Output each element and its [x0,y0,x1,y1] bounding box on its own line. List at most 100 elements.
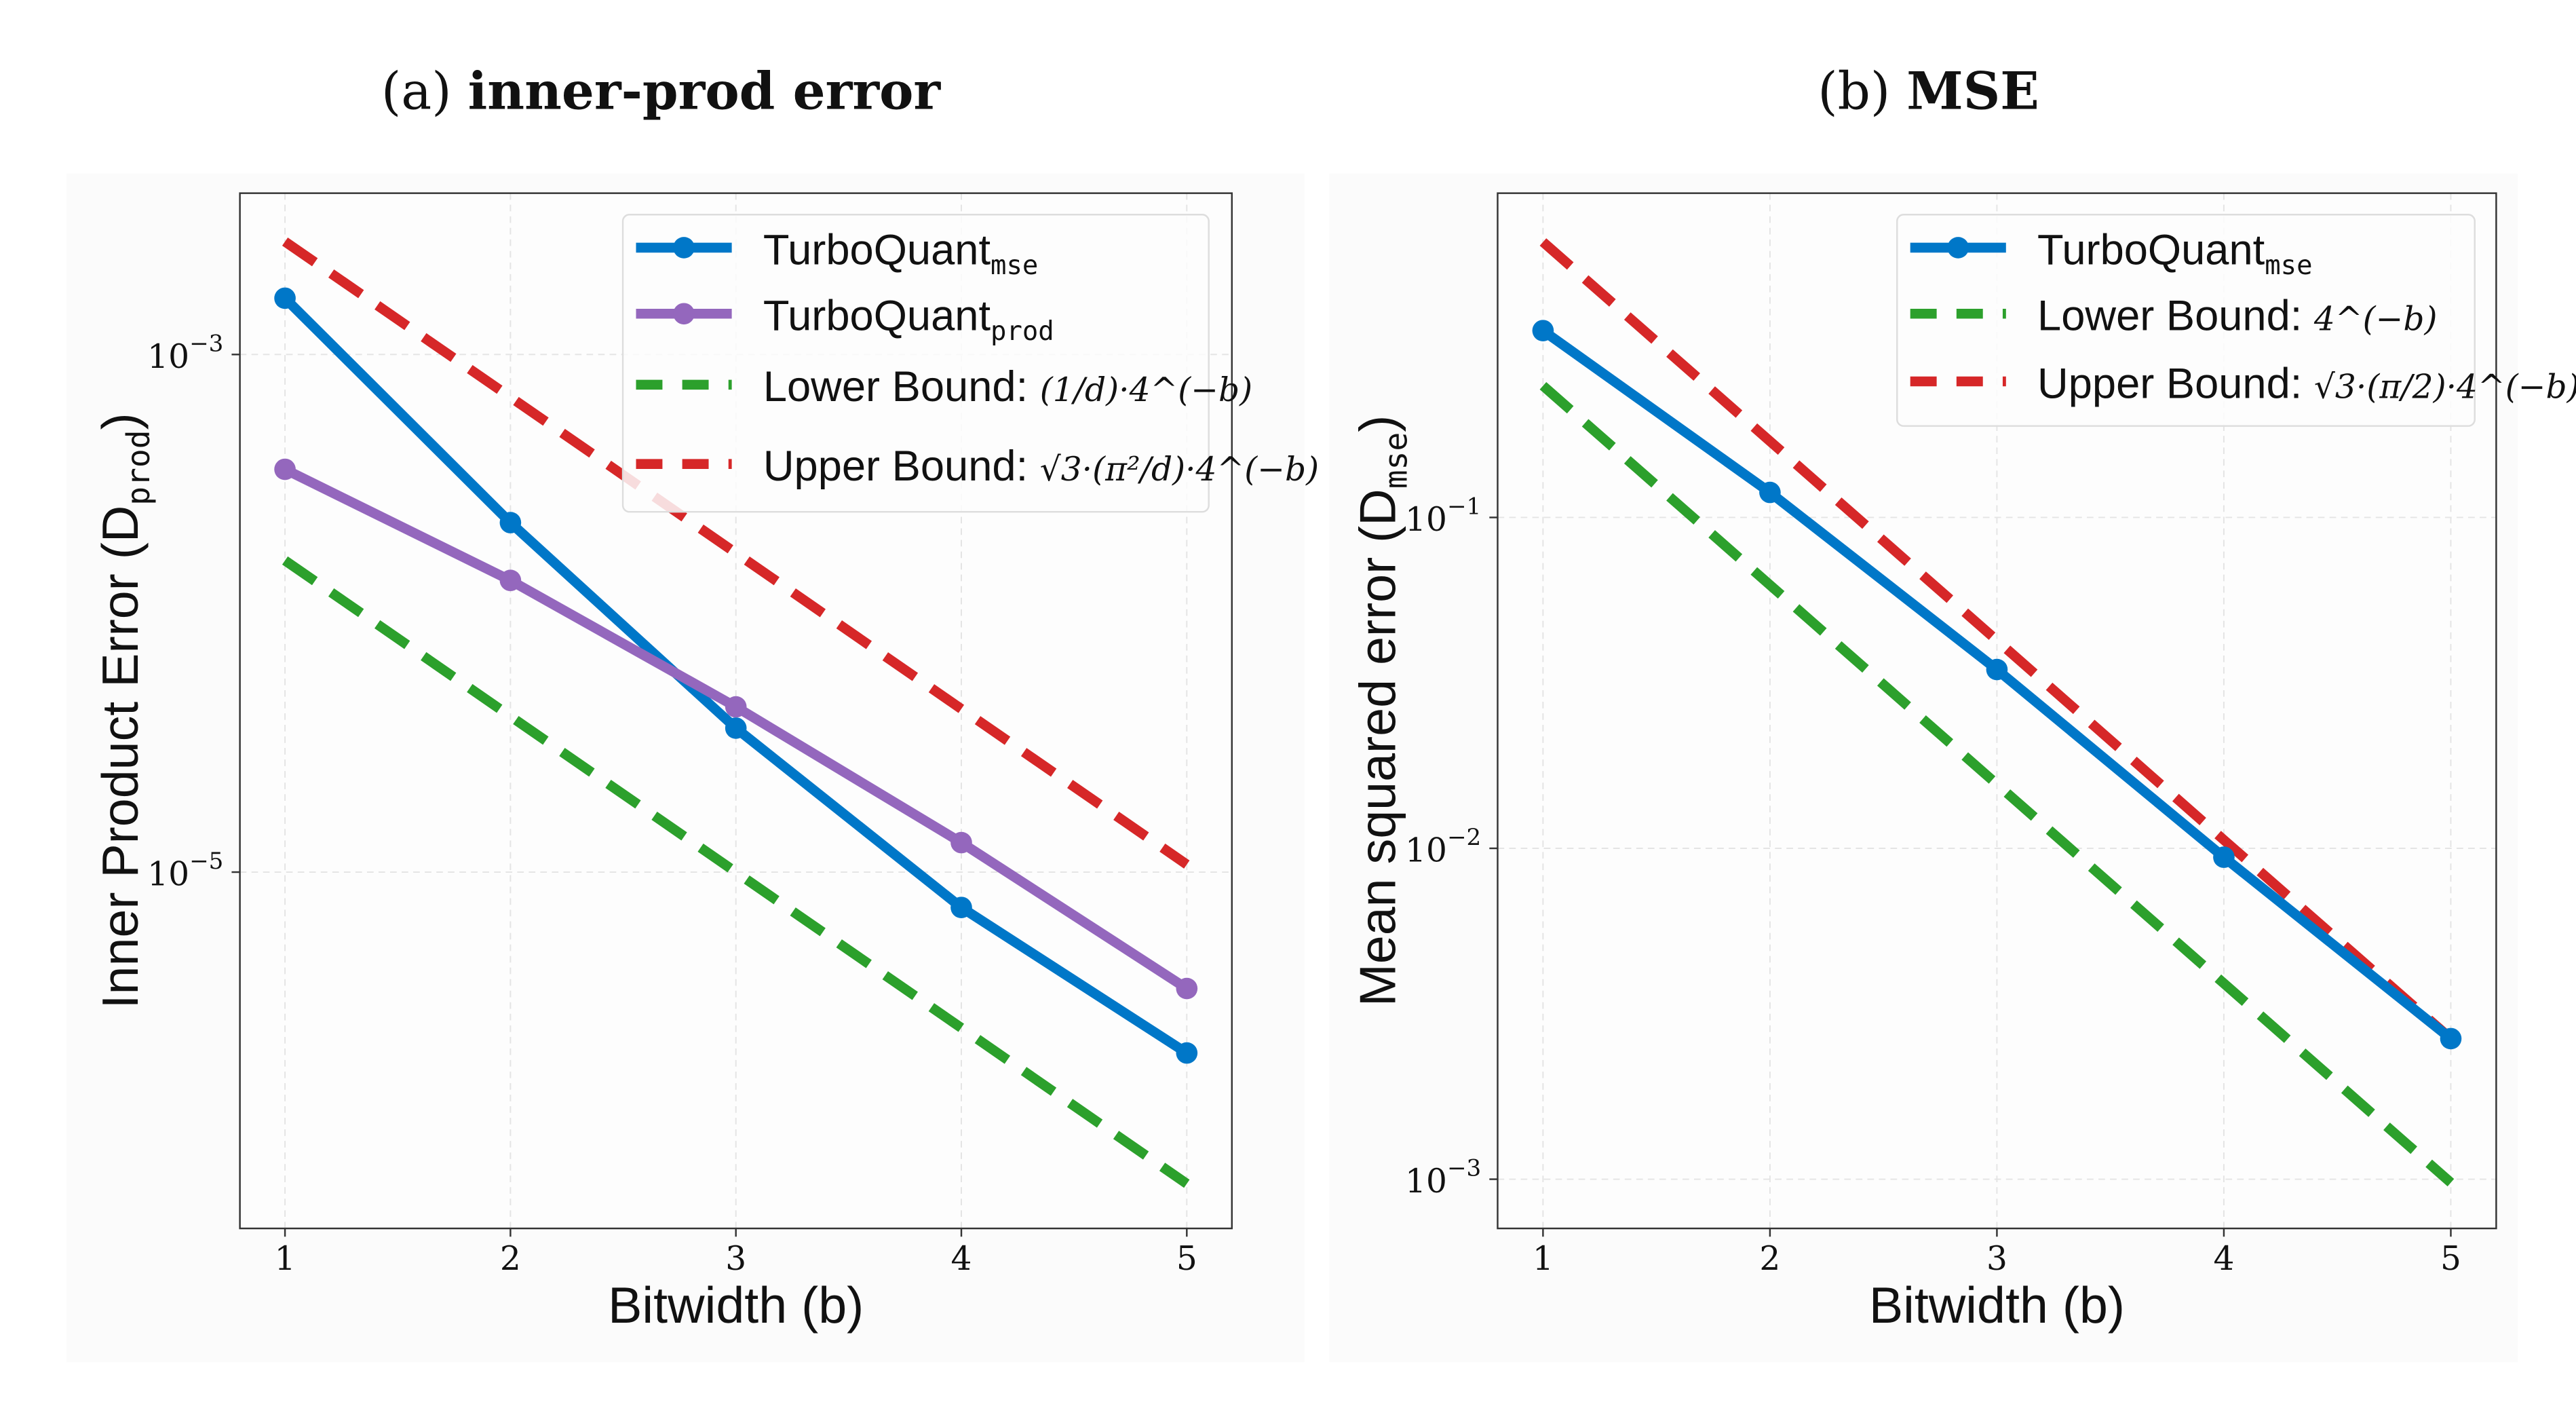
legend-item: TurboQuantmse [636,226,1038,281]
legend-item: Upper Bound: √3·(π/2)·4^(−b) [1910,360,2576,407]
data-point [274,458,296,480]
x-axis-label: Bitwidth (b) [608,1277,864,1334]
chart-title: (a) inner-prod error [381,61,942,121]
y-tick-label: 10−5 [147,848,223,893]
x-tick-label: 3 [1986,1240,2007,1278]
y-label-subscript: prod [120,430,157,505]
legend-formula: 4^(−b) [2313,301,2438,339]
data-point [499,569,522,592]
y-label-end: ) [1349,415,1406,432]
legend-name: TurboQuant [763,226,991,273]
x-tick-label: 2 [1759,1240,1780,1278]
legend-item: Upper Bound: √3·(π²/d)·4^(−b) [636,442,1319,490]
data-point [950,897,972,918]
x-tick-label: 4 [2213,1240,2234,1278]
series-line [282,237,1190,869]
axes-frame [239,192,1233,1230]
x-tick-label: 4 [951,1240,972,1278]
y-tick-exponent: −2 [1447,824,1481,851]
legend-subscript: prod [991,316,1054,347]
legend-item: TurboQuantprod [636,293,1054,347]
title-prefix: (b) [1818,62,1890,121]
legend-name: Lower Bound: [763,363,1028,411]
series-line [1539,381,2455,1187]
series-2 [1539,238,2455,1042]
y-tick-exponent: −5 [189,848,223,875]
data-point [1532,320,1554,341]
title-text: MSE [1906,61,2039,121]
data-point [499,512,522,533]
series-0 [274,287,1198,1064]
legend-box [1896,214,2476,427]
x-tick-label: 5 [2440,1240,2461,1278]
series-1 [1539,381,2455,1187]
series-2 [282,556,1190,1188]
legend-box [621,214,1210,513]
legend-label: Upper Bound: √3·(π/2)·4^(−b) [2037,360,2576,407]
legend-formula: √3·(π²/d)·4^(−b) [1040,451,1319,489]
legend-item: Lower Bound: 4^(−b) [1910,293,2437,340]
x-tick-label: 2 [500,1240,521,1278]
data-point [725,696,747,718]
legend-marker [673,303,695,325]
legend-subscript: mse [991,250,1038,281]
x-tick-label: 1 [1533,1240,1554,1278]
legend-label: TurboQuantprod [763,293,1054,347]
y-label-end: ) [92,413,149,430]
y-tick-base: 10 [147,856,189,894]
legend-formula: (1/d)·4^(−b) [1040,371,1252,409]
y-tick-base: 10 [1405,1163,1447,1201]
series-1 [274,458,1198,1000]
data-point [725,717,747,739]
legend-formula: √3·(π/2)·4^(−b) [2314,368,2576,406]
y-tick-label: 10−1 [1405,493,1481,539]
legend-marker [673,237,695,259]
x-tick-label: 5 [1176,1240,1197,1278]
legend-name: TurboQuant [763,293,991,340]
y-tick-base: 10 [1405,501,1447,539]
y-tick-label: 10−3 [147,330,223,375]
legend-label: Lower Bound: 4^(−b) [2037,293,2437,340]
data-point [1176,1042,1198,1064]
data-point [1176,977,1198,1000]
series-line [1539,238,2455,1042]
y-tick-exponent: −1 [1447,493,1481,521]
y-label-main: Inner Product Error (D [92,506,149,1009]
legend-label: TurboQuantmse [763,226,1038,281]
legend-item: TurboQuantmse [1910,226,2313,281]
title-prefix: (a) [381,62,452,121]
series-0 [1532,320,2462,1050]
y-tick-exponent: −3 [189,330,223,357]
legend-name: Upper Bound: [763,442,1028,490]
x-tick-label: 3 [725,1240,746,1278]
data-point [2213,846,2235,868]
data-point [1759,481,1781,504]
y-axis-label: Inner Product Error (Dprod) [92,413,157,1008]
legend-name: TurboQuant [2037,226,2265,273]
y-label-main: Mean squared error (D [1349,489,1406,1006]
y-tick-base: 10 [1405,831,1447,869]
legend-item: Lower Bound: (1/d)·4^(−b) [636,363,1252,411]
legend-label: Upper Bound: √3·(π²/d)·4^(−b) [763,442,1319,490]
chart-title: (b) MSE [1818,61,2039,121]
x-tick-label: 1 [275,1240,296,1278]
y-axis-label: Mean squared error (Dmse) [1349,415,1415,1006]
data-point [1986,658,2008,681]
x-axis-label: Bitwidth (b) [1869,1277,2125,1334]
y-tick-base: 10 [147,338,189,376]
y-tick-label: 10−2 [1405,824,1481,869]
title-text: inner-prod error [468,61,942,121]
legend-label: Lower Bound: (1/d)·4^(−b) [763,363,1252,411]
data-point [274,287,296,309]
data-point [950,831,972,854]
data-point [2440,1027,2462,1050]
legend-marker [1947,237,1969,259]
legend-subscript: mse [2265,250,2312,281]
y-label-subscript: mse [1378,432,1415,489]
legend-name: Lower Bound: [2037,293,2302,340]
